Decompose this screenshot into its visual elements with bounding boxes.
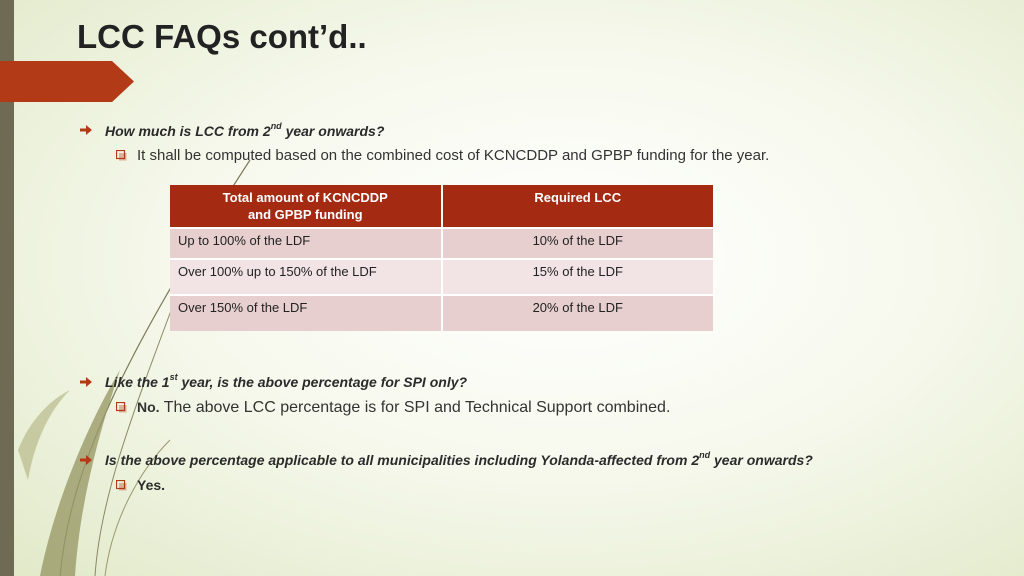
cell-lcc: 10% of the LDF xyxy=(441,227,713,259)
faq-question-3: Is the above percentage applicable to al… xyxy=(105,450,813,468)
arrow-bullet-icon xyxy=(80,377,92,387)
arrow-bullet-icon xyxy=(80,125,92,135)
cell-funding: Over 100% up to 150% of the LDF xyxy=(170,258,443,295)
cell-funding: Up to 100% of the LDF xyxy=(170,227,443,259)
table-row: Over 150% of the LDF 20% of the LDF xyxy=(170,294,713,331)
faq-answer-1: It shall be computed based on the combin… xyxy=(137,147,770,164)
table-row: Over 100% up to 150% of the LDF 15% of t… xyxy=(170,258,713,295)
faq-question-2: Like the 1st year, is the above percenta… xyxy=(105,372,468,390)
faq-question-1: How much is LCC from 2nd year onwards? xyxy=(105,121,385,139)
table-row: Up to 100% of the LDF 10% of the LDF xyxy=(170,227,713,259)
lcc-table: Total amount of KCNCDDP and GPBP funding … xyxy=(170,185,713,331)
faq-answer-3: Yes. xyxy=(137,477,166,493)
cell-lcc: 15% of the LDF xyxy=(441,258,713,295)
title-arrow-shape xyxy=(0,61,134,102)
arrow-bullet-icon xyxy=(80,455,92,465)
checkbox-bullet-icon xyxy=(116,402,127,413)
header-required-lcc: Required LCC xyxy=(441,185,713,228)
slide-title: LCC FAQs cont’d.. xyxy=(77,18,367,55)
cell-lcc: 20% of the LDF xyxy=(441,294,713,331)
header-funding: Total amount of KCNCDDP and GPBP funding xyxy=(170,185,443,228)
checkbox-bullet-icon xyxy=(116,480,127,491)
cell-funding: Over 150% of the LDF xyxy=(170,294,443,331)
left-border-bar xyxy=(0,0,14,576)
table-header-row: Total amount of KCNCDDP and GPBP funding … xyxy=(170,185,713,228)
checkbox-bullet-icon xyxy=(116,150,127,161)
faq-answer-2: No. The above LCC percentage is for SPI … xyxy=(137,399,671,416)
